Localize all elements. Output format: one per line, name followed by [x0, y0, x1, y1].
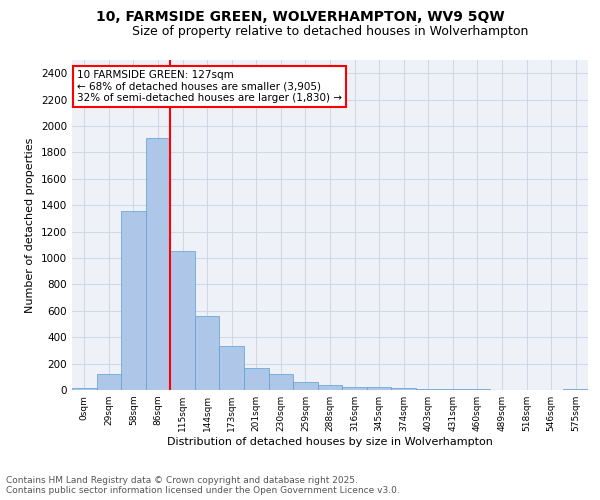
Bar	[72, 388, 97, 390]
Bar	[146, 138, 170, 390]
Bar	[318, 386, 342, 390]
Text: Contains HM Land Registry data © Crown copyright and database right 2025.
Contai: Contains HM Land Registry data © Crown c…	[6, 476, 400, 495]
Bar	[195, 316, 220, 390]
Text: 10, FARMSIDE GREEN, WOLVERHAMPTON, WV9 5QW: 10, FARMSIDE GREEN, WOLVERHAMPTON, WV9 5…	[95, 10, 505, 24]
Bar	[269, 374, 293, 390]
Bar	[416, 388, 440, 390]
Bar	[293, 382, 318, 390]
Bar	[97, 374, 121, 390]
Y-axis label: Number of detached properties: Number of detached properties	[25, 138, 35, 312]
Bar	[563, 389, 588, 390]
Bar	[367, 387, 391, 390]
Bar	[244, 368, 269, 390]
Bar	[170, 250, 195, 390]
Bar	[121, 211, 146, 390]
Title: Size of property relative to detached houses in Wolverhampton: Size of property relative to detached ho…	[132, 25, 528, 38]
Text: 10 FARMSIDE GREEN: 127sqm
← 68% of detached houses are smaller (3,905)
32% of se: 10 FARMSIDE GREEN: 127sqm ← 68% of detac…	[77, 70, 342, 103]
Bar	[391, 388, 416, 390]
Bar	[342, 386, 367, 390]
Bar	[220, 346, 244, 390]
X-axis label: Distribution of detached houses by size in Wolverhampton: Distribution of detached houses by size …	[167, 437, 493, 447]
